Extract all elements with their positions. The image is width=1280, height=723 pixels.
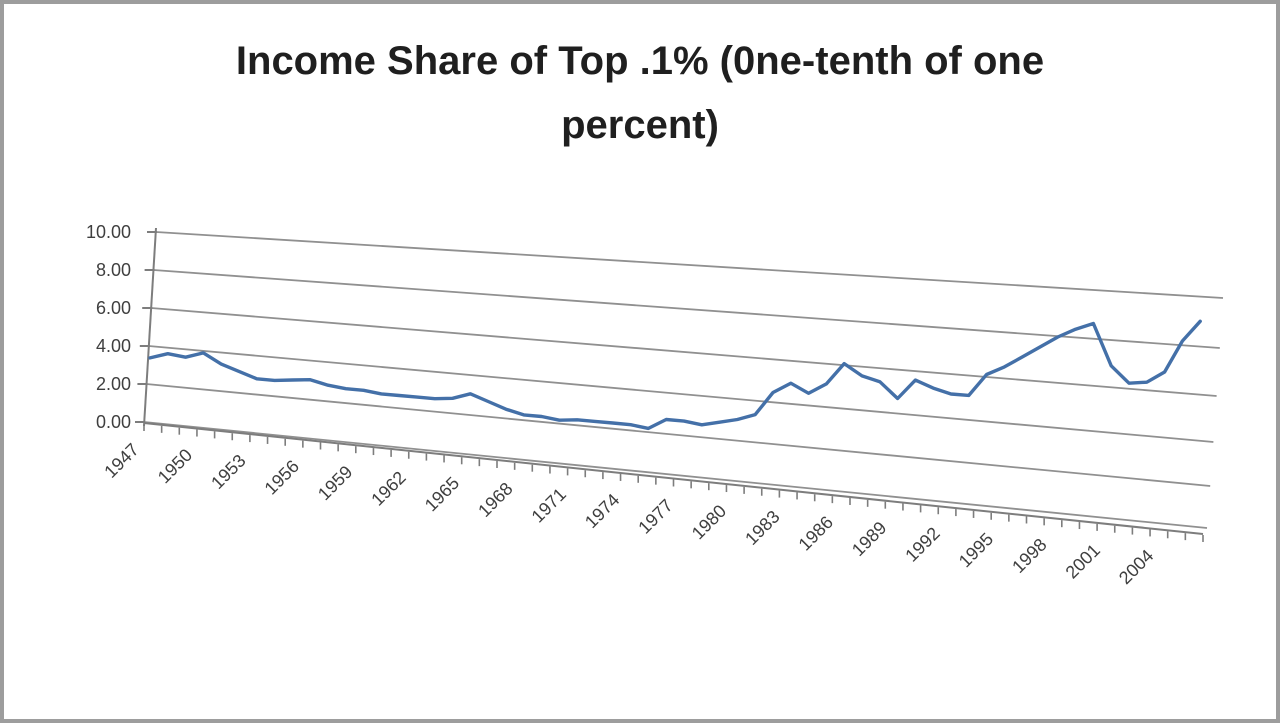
chart-title-line-1: Income Share of Top .1% (0ne-tenth of on… — [236, 39, 1044, 83]
y-tick-label: 10.00 — [86, 222, 131, 242]
x-tick-label: 2001 — [1062, 540, 1104, 582]
gridline-0 — [143, 421, 1208, 529]
x-tick-label: 1950 — [154, 445, 196, 487]
gridline-2 — [146, 383, 1211, 487]
x-tick-label: 1971 — [528, 484, 570, 526]
x-tick-label: 1953 — [207, 451, 249, 493]
y-tick-label: 6.00 — [96, 298, 131, 318]
y-tick-label: 2.00 — [96, 374, 131, 394]
gridline-8 — [153, 269, 1220, 349]
x-tick-label: 1968 — [474, 478, 516, 520]
gridline-10 — [155, 231, 1224, 299]
x-tick-label: 1980 — [688, 501, 730, 543]
x-tick-label: 1989 — [848, 518, 890, 560]
x-tick-label: 1992 — [901, 523, 943, 565]
gridlines — [143, 231, 1224, 529]
x-tick-labels: 1947 1950 1953 1956 1959 1962 1965 1968 1971 1974… — [100, 439, 1157, 588]
x-axis — [143, 422, 1204, 542]
income-share-series-line — [148, 319, 1202, 431]
x-tick-label: 1998 — [1008, 534, 1050, 576]
gridline-4 — [148, 345, 1214, 443]
x-tick-label: 1974 — [581, 490, 623, 532]
y-tick-label: 8.00 — [96, 260, 131, 280]
x-tick-label: 1947 — [100, 439, 142, 481]
chart-title: Income Share of Top .1% (0ne-tenth of on… — [236, 39, 1044, 147]
y-axis — [135, 227, 157, 427]
y-axis-line — [143, 227, 157, 427]
x-tick-label: 1995 — [955, 529, 997, 571]
x-tick-label: 1962 — [367, 467, 409, 509]
chart-title-line-2: percent) — [561, 103, 719, 147]
gridline-6 — [151, 307, 1217, 397]
y-tick-label: 0.00 — [96, 412, 131, 432]
x-tick-label: 1965 — [421, 473, 463, 515]
x-axis-line — [143, 422, 1204, 535]
data-series — [148, 319, 1202, 431]
x-tick-label: 1983 — [741, 506, 783, 548]
x-tick-label: 1959 — [314, 462, 356, 504]
x-tick-label: 1986 — [795, 512, 837, 554]
x-tick-label: 1956 — [261, 456, 303, 498]
y-tick-labels: 10.00 8.00 6.00 4.00 2.00 0.00 — [86, 222, 131, 432]
y-tick-label: 4.00 — [96, 336, 131, 356]
x-tick-label: 1977 — [634, 495, 676, 537]
x-tick-label: 2004 — [1115, 546, 1157, 588]
